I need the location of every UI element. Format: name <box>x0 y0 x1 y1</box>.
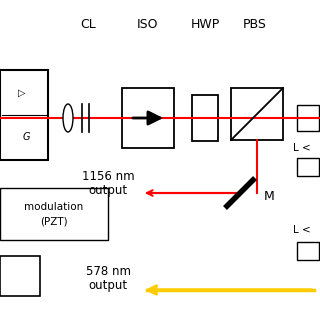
Text: ▷: ▷ <box>18 87 25 98</box>
Text: G: G <box>23 132 30 142</box>
Bar <box>192 95 218 141</box>
Bar <box>0 188 108 240</box>
Ellipse shape <box>63 104 73 132</box>
Bar <box>231 88 283 140</box>
Text: L <: L < <box>293 143 311 153</box>
Bar <box>297 105 319 131</box>
Text: ISO: ISO <box>137 18 159 31</box>
Text: M: M <box>264 190 275 204</box>
Text: modulation: modulation <box>24 202 84 212</box>
Text: PBS: PBS <box>243 18 267 31</box>
Text: output: output <box>88 279 128 292</box>
Bar <box>297 158 319 176</box>
Text: 578 nm: 578 nm <box>85 265 131 278</box>
Text: 1156 nm: 1156 nm <box>82 170 134 183</box>
Text: L <: L < <box>293 225 311 235</box>
Bar <box>0 256 40 296</box>
Text: output: output <box>88 184 128 197</box>
Bar <box>297 242 319 260</box>
Text: HWP: HWP <box>190 18 220 31</box>
Bar <box>0 70 48 160</box>
Text: (PZT): (PZT) <box>40 216 68 226</box>
Text: CL: CL <box>80 18 96 31</box>
Bar <box>122 88 174 148</box>
